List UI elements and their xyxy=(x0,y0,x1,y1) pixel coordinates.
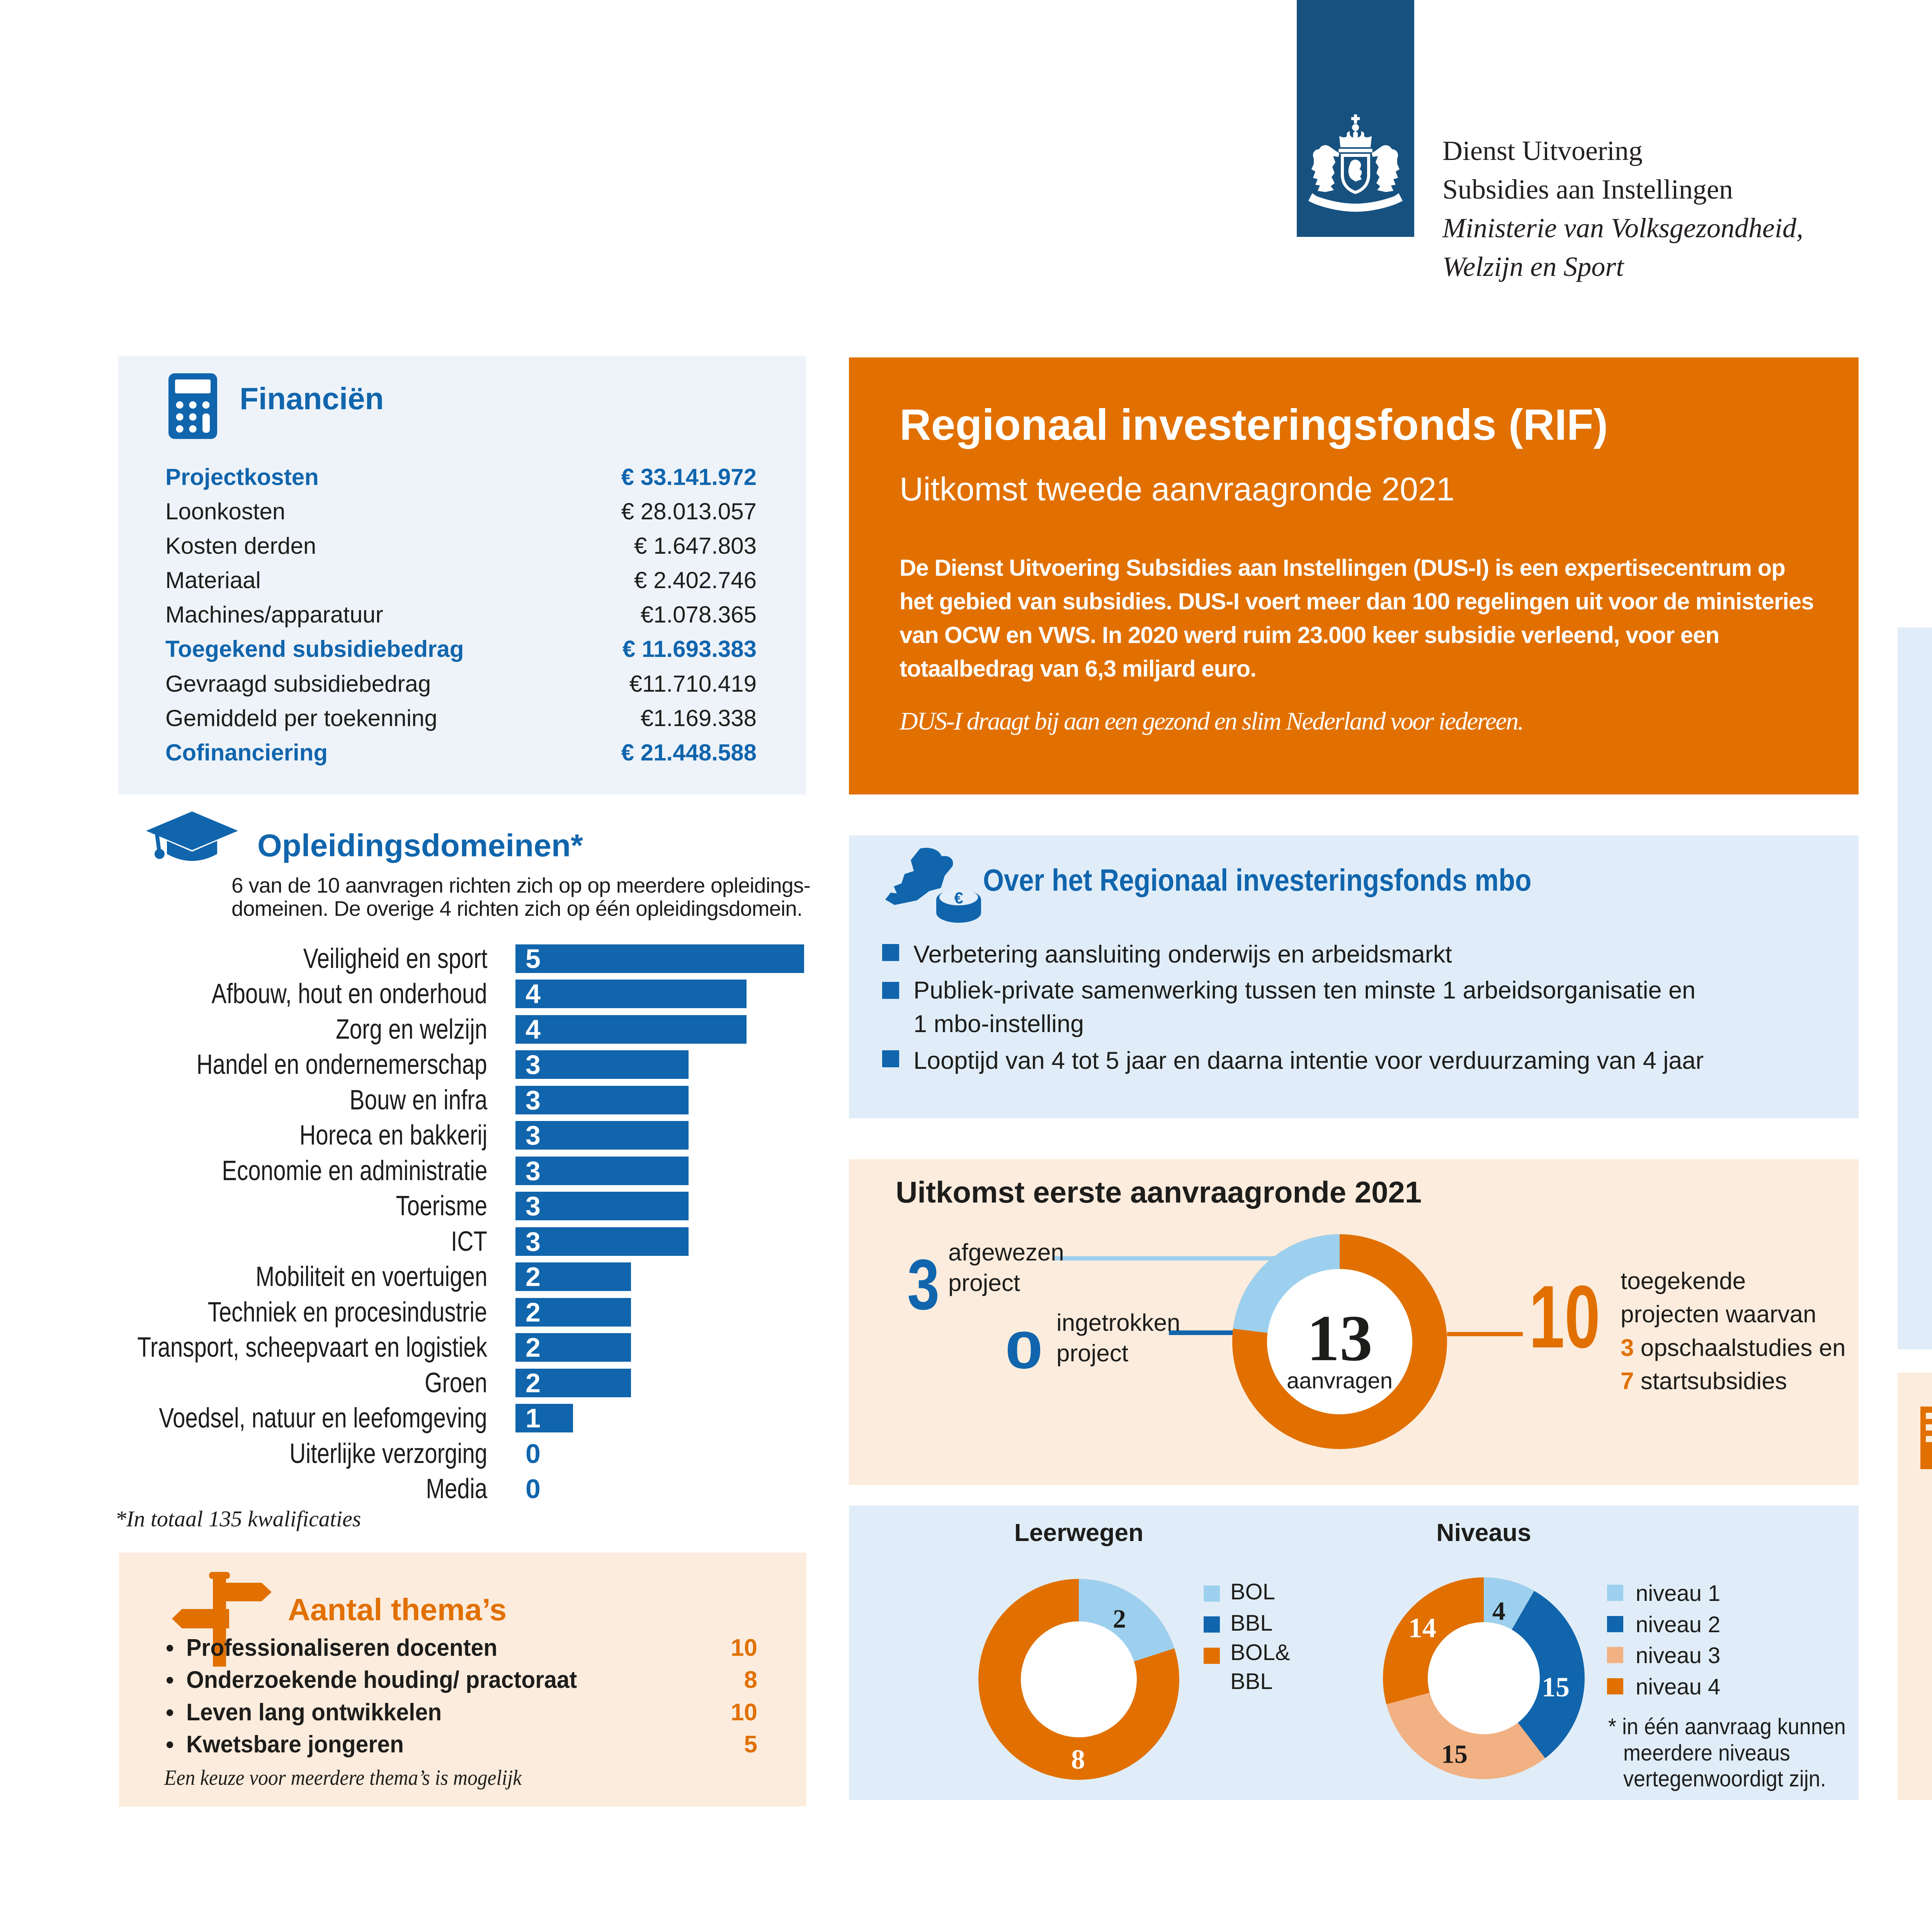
svg-text:€: € xyxy=(954,889,963,907)
